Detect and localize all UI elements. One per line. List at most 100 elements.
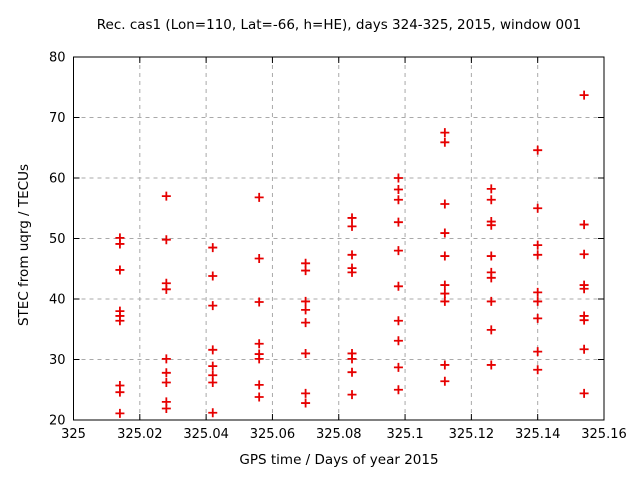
data-point-marker [393, 246, 403, 256]
data-point-marker [115, 265, 125, 275]
data-point-marker [208, 377, 218, 387]
x-tick-label: 325.12 [449, 427, 495, 442]
data-point-marker [533, 296, 543, 306]
x-axis-title: GPS time / Days of year 2015 [239, 452, 439, 468]
data-point-marker [579, 388, 589, 398]
x-tick-label: 325.1 [386, 427, 423, 442]
data-point-marker [161, 404, 171, 414]
data-point-marker [161, 191, 171, 201]
data-point-marker [254, 297, 264, 307]
data-point-marker [579, 220, 589, 230]
data-point-marker [301, 305, 311, 315]
data-point-marker [115, 408, 125, 418]
x-tick-label: 325.06 [250, 427, 296, 442]
x-tick-label: 325.14 [515, 427, 561, 442]
data-point-marker [115, 239, 125, 249]
data-point-marker [440, 137, 450, 147]
data-point-marker [579, 249, 589, 259]
data-point-marker [440, 289, 450, 299]
data-point-marker [301, 398, 311, 408]
data-point-marker [301, 266, 311, 276]
data-point-marker [347, 367, 357, 377]
data-point-marker [533, 203, 543, 213]
data-point-marker [533, 365, 543, 375]
data-point-marker [393, 316, 403, 326]
data-point-marker [486, 273, 496, 283]
y-tick-label: 70 [49, 111, 66, 126]
data-point-marker [533, 313, 543, 323]
data-point-marker [393, 362, 403, 372]
data-point-marker [533, 250, 543, 260]
data-point-marker [440, 376, 450, 386]
data-point-marker [254, 392, 264, 402]
data-point-marker [440, 251, 450, 261]
data-point-marker [533, 347, 543, 357]
data-point-marker [579, 284, 589, 294]
data-point-marker [161, 354, 171, 364]
data-point-marker [161, 368, 171, 378]
chart-title: Rec. cas1 (Lon=110, Lat=-66, h=HE), days… [96, 17, 582, 33]
x-tick-label: 325 [61, 427, 86, 442]
data-point-marker [486, 220, 496, 230]
data-point-marker [254, 192, 264, 202]
y-tick-label: 80 [49, 51, 66, 66]
x-tick-label: 325.16 [581, 427, 627, 442]
data-point-marker [161, 284, 171, 294]
data-point-marker [486, 184, 496, 194]
data-point-marker [393, 281, 403, 291]
data-point-marker [161, 235, 171, 245]
data-point-marker [301, 318, 311, 328]
data-point-marker [208, 271, 218, 281]
data-point-marker [254, 339, 264, 349]
y-tick-label: 30 [49, 353, 66, 368]
y-tick-label: 50 [49, 232, 66, 247]
data-point-marker [254, 354, 264, 364]
data-point-marker [440, 360, 450, 370]
data-point-marker [486, 325, 496, 335]
data-point-marker [579, 344, 589, 354]
data-point-marker [440, 280, 450, 290]
y-tick-label: 40 [49, 293, 66, 308]
data-point-marker [208, 243, 218, 253]
data-point-marker [440, 296, 450, 306]
data-point-marker [393, 173, 403, 183]
data-point-marker [208, 361, 218, 371]
data-point-marker [393, 184, 403, 194]
data-point-marker [347, 213, 357, 223]
x-tick-label: 325.04 [183, 427, 229, 442]
data-point-marker [440, 228, 450, 238]
data-point-marker [533, 145, 543, 155]
data-point-marker [161, 377, 171, 387]
data-point-marker [254, 253, 264, 263]
data-point-marker [440, 199, 450, 209]
data-point-marker [115, 316, 125, 326]
data-point-marker [208, 301, 218, 311]
data-point-marker [115, 387, 125, 397]
data-point-marker [440, 128, 450, 138]
data-point-marker [301, 296, 311, 306]
data-point-marker [254, 380, 264, 390]
data-point-marker [579, 90, 589, 100]
data-point-marker [347, 221, 357, 231]
data-point-marker [347, 354, 357, 364]
data-point-marker [533, 287, 543, 297]
data-point-marker [393, 195, 403, 205]
data-point-marker [579, 315, 589, 325]
data-point-marker [208, 408, 218, 418]
data-point-marker [486, 251, 496, 261]
data-point-marker [347, 267, 357, 277]
data-point-marker [486, 195, 496, 205]
data-point-marker [208, 345, 218, 355]
data-point-marker [393, 385, 403, 395]
data-point-marker [393, 217, 403, 227]
data-point-marker [301, 348, 311, 358]
data-point-marker [486, 360, 496, 370]
data-point-marker [301, 388, 311, 398]
y-tick-label: 60 [49, 172, 66, 187]
data-point-marker [347, 250, 357, 260]
data-point-marker [533, 240, 543, 250]
data-point-marker [347, 390, 357, 400]
data-point-marker [486, 296, 496, 306]
